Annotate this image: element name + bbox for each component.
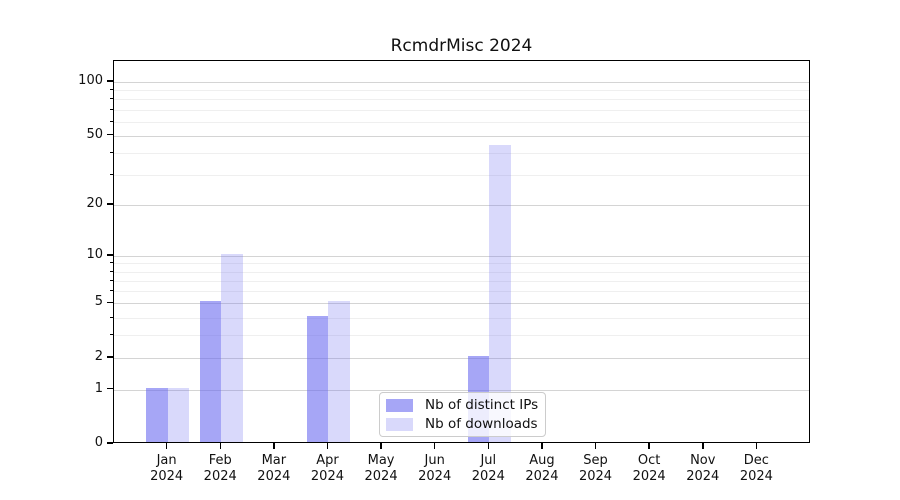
major-gridline	[114, 255, 809, 257]
x-tick-label-oct: Oct 2024	[632, 453, 666, 484]
bar-distinct-ips-jan	[146, 387, 168, 442]
x-tick-label-feb: Feb 2024	[203, 453, 237, 484]
bar-downloads-apr	[328, 301, 350, 442]
minor-gridline	[114, 90, 809, 92]
y-minor-tick	[110, 98, 113, 100]
x-tick	[380, 443, 382, 449]
x-tick-label-jul: Jul 2024	[471, 453, 505, 484]
legend-swatch-distinct-ips	[386, 398, 413, 412]
y-minor-tick	[110, 108, 113, 110]
y-tick-label: 20	[86, 196, 103, 212]
bar-downloads-jan	[167, 387, 190, 442]
minor-gridline	[114, 271, 809, 273]
x-tick	[326, 443, 329, 449]
y-tick-label: 0	[94, 435, 103, 450]
y-tick	[107, 301, 113, 304]
x-tick-label-jun: Jun 2024	[418, 453, 452, 484]
y-minor-tick	[110, 89, 113, 91]
x-tick	[702, 443, 704, 449]
legend-label-distinct-ips: Nb of distinct IPs	[425, 397, 539, 413]
y-tick	[107, 133, 113, 136]
y-minor-tick	[110, 120, 113, 122]
x-tick-label-may: May 2024	[364, 453, 398, 484]
x-tick	[273, 443, 275, 449]
bar-distinct-ips-apr	[307, 315, 329, 442]
bar-downloads-feb	[221, 253, 243, 442]
x-tick	[755, 443, 758, 449]
minor-gridline	[114, 291, 809, 293]
x-tick	[433, 443, 436, 449]
x-tick-label-sep: Sep 2024	[578, 453, 613, 484]
y-minor-tick	[110, 334, 113, 336]
x-tick	[594, 443, 597, 449]
legend-label-downloads: Nb of downloads	[425, 416, 538, 432]
y-tick-label: 1	[94, 380, 103, 396]
major-gridline	[114, 303, 809, 305]
x-tick-label-apr: Apr 2024	[310, 453, 344, 484]
x-tick-label-dec: Dec 2024	[739, 453, 773, 484]
y-tick	[107, 254, 113, 256]
x-tick	[219, 443, 222, 449]
major-gridline	[114, 357, 809, 359]
y-minor-tick	[110, 173, 113, 175]
y-minor-tick	[110, 316, 113, 318]
x-tick	[541, 443, 543, 449]
chart-title: RcmdrMisc 2024	[390, 36, 533, 56]
minor-gridline	[114, 263, 809, 265]
legend-item-downloads: Nb of downloads	[386, 416, 539, 432]
legend-swatch-downloads	[386, 417, 413, 431]
y-tick-label: 10	[86, 246, 103, 262]
y-minor-tick	[110, 270, 113, 272]
minor-gridline	[114, 121, 809, 123]
y-minor-tick	[110, 279, 113, 281]
major-gridline	[114, 135, 809, 137]
x-tick	[165, 443, 168, 449]
y-tick-label: 2	[94, 348, 103, 364]
major-gridline	[114, 81, 809, 83]
minor-gridline	[114, 99, 809, 101]
y-minor-tick	[110, 290, 113, 292]
major-gridline	[114, 205, 809, 207]
minor-gridline	[114, 280, 809, 282]
gridlines-layer	[114, 61, 809, 442]
y-tick	[107, 442, 113, 444]
y-tick	[107, 203, 113, 205]
x-tick-label-aug: Aug 2024	[525, 453, 559, 484]
bar-distinct-ips-feb	[199, 301, 222, 442]
x-tick-label-mar: Mar 2024	[257, 453, 291, 484]
minor-gridline	[114, 109, 809, 111]
x-tick-label-jan: Jan 2024	[150, 453, 184, 484]
y-tick-label: 100	[78, 72, 103, 88]
major-gridline	[114, 389, 809, 391]
y-tick	[107, 80, 113, 82]
y-tick	[107, 387, 113, 390]
legend-item-distinct-ips: Nb of distinct IPs	[386, 397, 539, 413]
minor-gridline	[114, 335, 809, 337]
minor-gridline	[114, 152, 809, 154]
x-tick-label-nov: Nov 2024	[686, 453, 720, 484]
y-tick-label: 5	[94, 294, 103, 310]
x-tick	[487, 443, 490, 449]
plot-area: Nb of distinct IPs Nb of downloads	[113, 60, 810, 443]
bar-downloads-jul	[489, 145, 511, 442]
minor-gridline	[114, 174, 809, 176]
x-tick	[648, 443, 650, 449]
bars-layer	[114, 61, 809, 442]
minor-gridline	[114, 317, 809, 319]
legend: Nb of distinct IPs Nb of downloads	[379, 392, 546, 437]
y-minor-tick	[110, 262, 113, 264]
y-minor-tick	[110, 151, 113, 153]
y-tick-label: 50	[86, 126, 103, 142]
y-tick	[107, 356, 113, 358]
